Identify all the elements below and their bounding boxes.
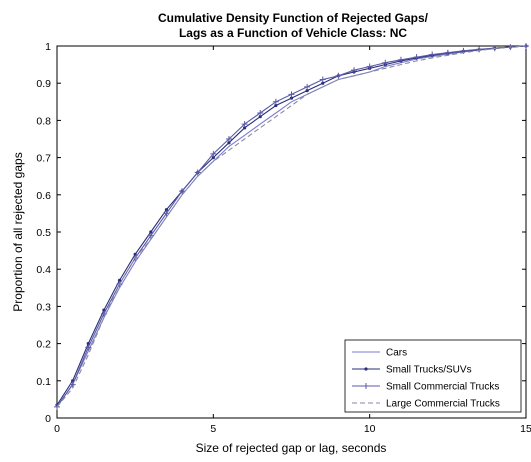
data-point (225, 136, 232, 142)
x-tick-label: 0 (54, 423, 60, 435)
data-point (102, 308, 106, 312)
data-point (304, 83, 311, 90)
chart-title-line-2: Lags as a Function of Vehicle Class: NC (179, 26, 407, 40)
data-point (397, 56, 404, 63)
axis-ticks: 0 5 10 15 0 0.1 0.2 0.3 0.4 0.5 0.6 0.7 0.8 0.9 1 (36, 41, 531, 435)
x-tick-label: 5 (210, 423, 216, 435)
y-axis-label: Proportion of all rejected gaps (11, 152, 25, 311)
y-tick-label: 0.8 (36, 115, 51, 127)
y-tick-label: 1 (45, 41, 51, 53)
data-point (241, 121, 248, 128)
series-layer (54, 43, 529, 410)
y-tick-label: 0.4 (36, 264, 51, 276)
data-point (444, 49, 451, 56)
data-point (243, 126, 247, 130)
x-axis-label: Size of rejected gap or lag, seconds (196, 441, 387, 455)
y-tick-label: 0 (45, 413, 51, 425)
data-point (319, 76, 326, 83)
series-line (56, 45, 527, 408)
legend-label: Small Commercial Trucks (386, 382, 499, 393)
data-point (164, 208, 169, 212)
data-point (133, 252, 137, 256)
y-tick-label: 0.9 (36, 78, 51, 90)
data-point (476, 46, 483, 53)
legend-label: Cars (386, 348, 407, 359)
data-point (210, 150, 217, 157)
data-point (85, 344, 92, 351)
data-point (147, 232, 154, 239)
legend-marker (364, 367, 368, 371)
data-point (179, 188, 186, 195)
legend-item: Cars (352, 348, 407, 359)
x-tick-label: 10 (364, 423, 376, 435)
legend-label: Small Trucks/SUVs (386, 365, 472, 376)
data-point (257, 109, 264, 116)
data-point (274, 103, 278, 108)
data-point (335, 72, 342, 79)
data-point (54, 403, 60, 410)
legend-item: Small Commercial Trucks (352, 382, 499, 393)
data-point (288, 91, 295, 98)
legend-item: Large Commercial Trucks (352, 399, 500, 410)
y-tick-label: 0.6 (36, 190, 51, 202)
chart-title-line-1: Cumulative Density Function of Rejected … (158, 11, 429, 25)
data-point (211, 156, 215, 160)
legend: Cars Small Trucks/SUVs Small Commercial Tr… (344, 339, 522, 413)
legend-marker (363, 383, 369, 389)
data-point (366, 63, 373, 70)
data-point (117, 278, 122, 282)
data-point (305, 89, 309, 93)
data-point (413, 54, 420, 61)
legend-label: Large Commercial Trucks (386, 399, 500, 410)
data-point (194, 169, 201, 176)
data-point (149, 230, 153, 234)
series-3 (56, 45, 527, 408)
data-point (272, 98, 279, 105)
data-point (382, 59, 389, 66)
y-tick-label: 0.5 (36, 227, 51, 239)
data-point (351, 67, 358, 74)
data-point (321, 81, 325, 85)
x-tick-label: 15 (520, 423, 531, 435)
y-tick-label: 0.1 (36, 376, 51, 388)
y-tick-label: 0.3 (36, 301, 51, 313)
y-tick-label: 0.7 (36, 153, 51, 165)
data-point (227, 141, 231, 145)
data-point (289, 96, 294, 100)
y-tick-label: 0.2 (36, 339, 51, 351)
data-point (258, 115, 262, 119)
data-point (429, 51, 436, 58)
legend-item: Small Trucks/SUVs (352, 365, 472, 376)
